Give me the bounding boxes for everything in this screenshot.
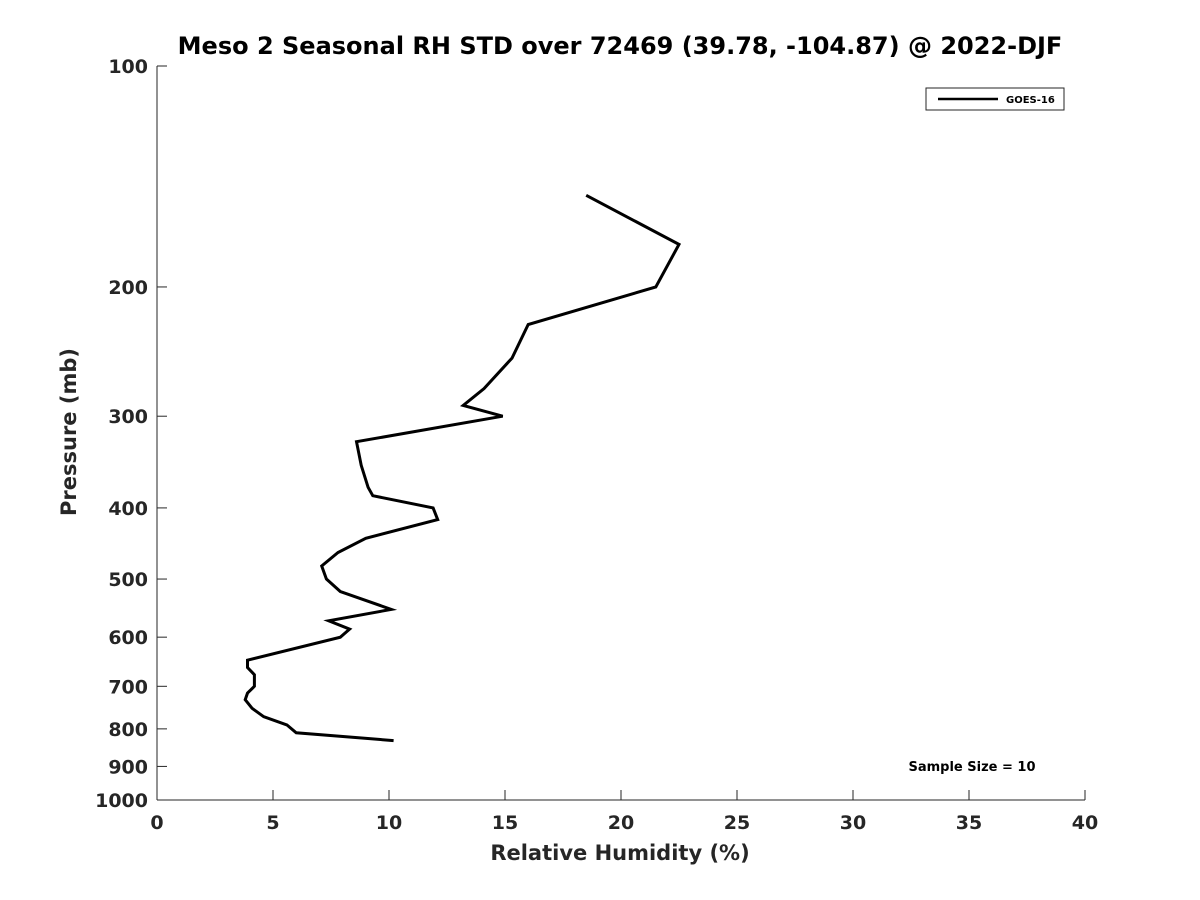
y-tick-label: 1000 [95, 790, 148, 812]
y-tick-label: 400 [108, 498, 148, 520]
y-axis-label: Pressure (mb) [57, 348, 81, 516]
series-layer [243, 193, 682, 743]
x-tick-label: 25 [724, 812, 750, 834]
x-tick-label: 20 [608, 812, 634, 834]
y-axis: 100 200 300 400 500 600 700 800 900 1000 [95, 56, 167, 812]
chart-title: Meso 2 Seasonal RH STD over 72469 (39.78… [178, 32, 1063, 60]
legend: GOES-16 [925, 87, 1065, 111]
y-tick-label: 600 [108, 627, 148, 649]
x-axis: 0 5 10 15 20 25 30 35 40 [150, 790, 1098, 834]
x-tick-label: 0 [150, 812, 163, 834]
x-tick-label: 10 [376, 812, 402, 834]
y-tick-label: 700 [108, 676, 148, 698]
x-tick-label: 40 [1072, 812, 1098, 834]
x-tick-label: 35 [956, 812, 982, 834]
y-tick-label: 800 [108, 719, 148, 741]
y-tick-label: 500 [108, 569, 148, 591]
y-tick-label: 900 [108, 756, 148, 778]
y-tick-label: 300 [108, 406, 148, 428]
x-tick-label: 5 [266, 812, 279, 834]
sample-size-annotation: Sample Size = 10 [908, 760, 1035, 775]
plot-area [156, 66, 1085, 801]
x-tick-label: 30 [840, 812, 866, 834]
series-line-goes-16 [243, 193, 682, 743]
legend-entry-goes-16: GOES-16 [1006, 95, 1055, 106]
y-tick-label: 100 [108, 56, 148, 78]
y-tick-label: 200 [108, 277, 148, 299]
x-axis-label: Relative Humidity (%) [490, 841, 749, 865]
x-tick-label: 15 [492, 812, 518, 834]
